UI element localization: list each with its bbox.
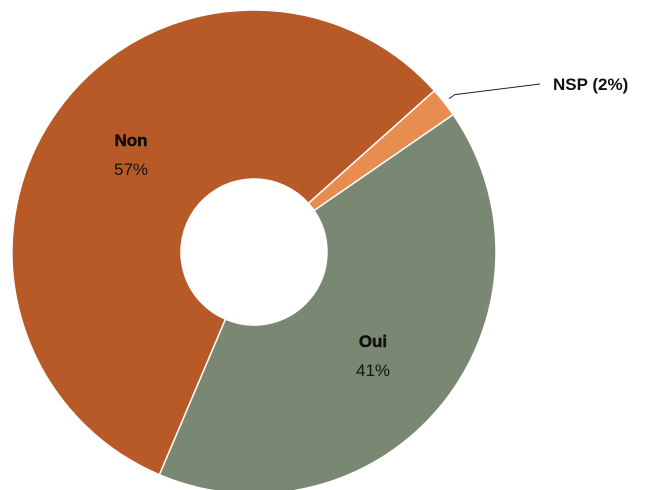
slice-non	[11, 9, 436, 476]
leader-line-nsp	[448, 83, 541, 100]
labels-group: Non 57% NSP (2%) Oui 41%	[114, 75, 628, 380]
slice-value-non: 57%	[114, 160, 148, 179]
slice-oui	[158, 113, 497, 490]
slice-value-oui: 41%	[356, 361, 390, 380]
slice-label-nsp: NSP (2%)	[553, 75, 628, 94]
slices-group	[11, 9, 497, 490]
slice-label-non: Non	[114, 131, 147, 150]
slice-label-oui: Oui	[359, 332, 387, 351]
